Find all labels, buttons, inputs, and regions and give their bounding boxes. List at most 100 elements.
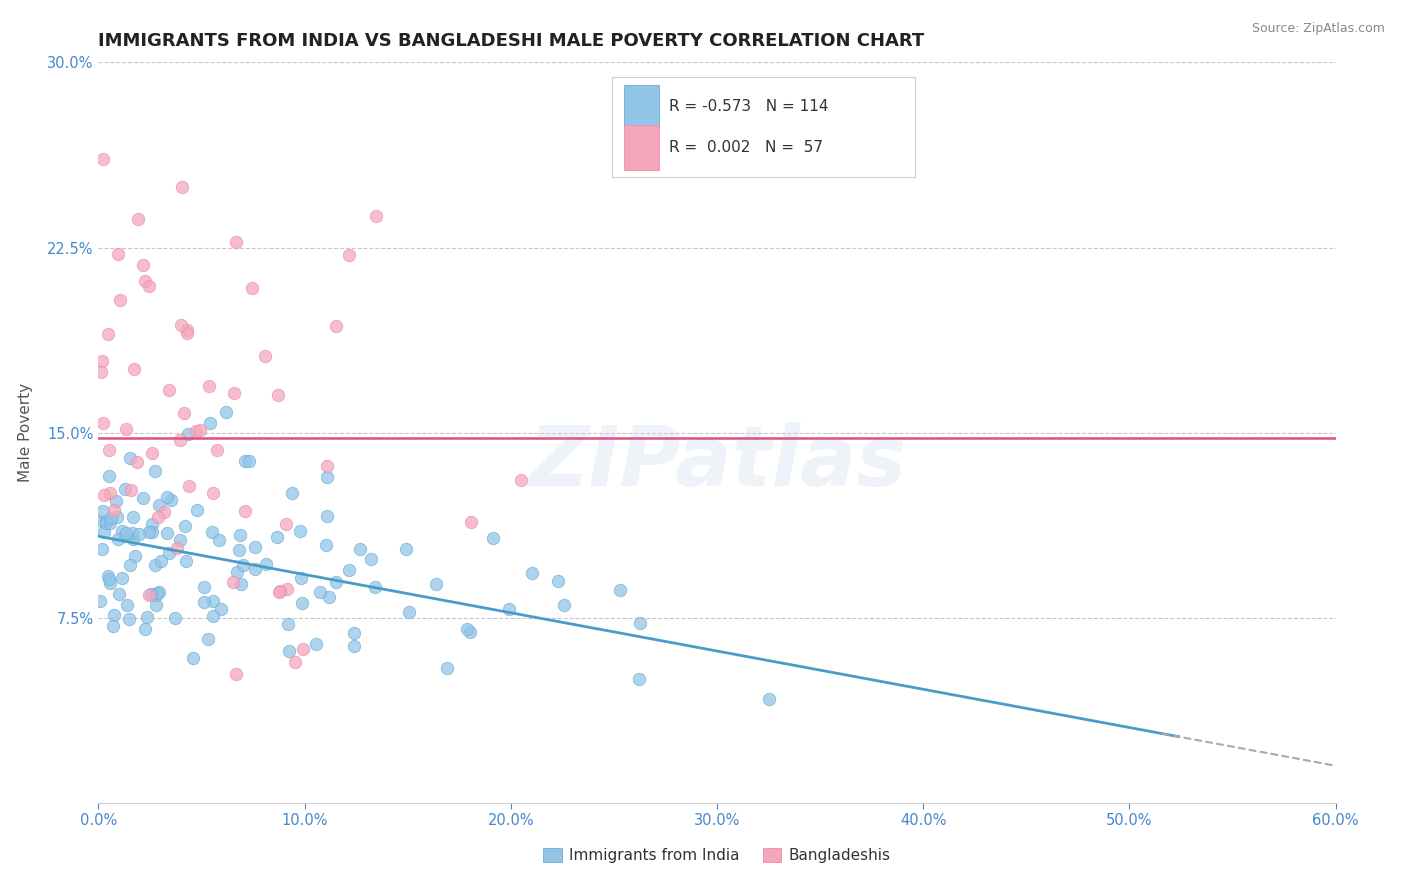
Point [215,405,238,419]
Point [90,514,112,528]
Point [93,488,115,502]
Point [233,454,256,468]
Point [118,450,141,465]
Point [134,622,156,636]
Point [225,235,247,249]
Point [277,617,299,632]
Legend: Immigrants from India, Bangladeshis: Immigrants from India, Bangladeshis [537,842,897,869]
Point [202,594,225,608]
Point [122,361,145,376]
Point [90,365,112,379]
Point [157,546,180,560]
Point [291,596,314,610]
Point [460,515,482,529]
Point [127,212,149,227]
Point [91,542,114,557]
Point [118,558,141,572]
Point [146,586,169,600]
Point [547,574,569,588]
Point [169,433,191,447]
Point [97,326,120,341]
Point [141,587,163,601]
Y-axis label: Male Poverty: Male Poverty [18,383,34,483]
Point [114,482,136,496]
Point [284,656,307,670]
Point [132,491,155,505]
Point [114,525,136,540]
Point [315,538,337,552]
Point [290,571,312,585]
Point [138,588,160,602]
Point [117,598,139,612]
Point [553,598,575,612]
Point [337,248,360,262]
Text: Source: ZipAtlas.com: Source: ZipAtlas.com [1251,22,1385,36]
Point [143,558,166,573]
Point [170,318,193,332]
Point [228,543,250,558]
Point [315,508,337,523]
Point [240,280,263,294]
Point [197,632,219,646]
Point [145,598,167,612]
Point [305,637,328,651]
Point [208,533,231,547]
Point [107,246,129,260]
Point [481,532,503,546]
Point [193,595,215,609]
Point [193,580,215,594]
Point [456,622,478,636]
Point [141,525,163,540]
Point [107,587,129,601]
Point [108,293,131,307]
Point [94,516,117,531]
Point [107,533,129,547]
Point [115,422,138,436]
Text: R =  0.002   N =  57: R = 0.002 N = 57 [669,140,823,155]
Point [143,464,166,478]
Point [173,406,195,420]
Point [222,385,245,400]
Point [318,590,340,604]
Point [159,383,181,397]
Point [181,651,204,665]
Bar [624,126,659,169]
Point [103,608,125,623]
Point [98,485,121,500]
Point [166,541,188,555]
Point [93,524,115,539]
Point [146,509,169,524]
Point [337,563,360,577]
Point [122,533,145,547]
Point [238,454,260,468]
Point [138,278,160,293]
Point [174,554,197,568]
Point [316,470,339,484]
Point [163,610,186,624]
Point [98,576,121,591]
Point [201,524,224,539]
Point [125,454,148,468]
Point [124,549,146,563]
Bar [624,85,659,129]
Point [121,509,143,524]
Point [89,594,111,608]
Point [308,584,330,599]
Point [202,485,225,500]
Point [325,318,347,333]
Point [97,443,120,458]
Point [498,602,520,616]
Point [254,557,277,571]
Point [169,533,191,547]
Text: R = -0.573   N = 114: R = -0.573 N = 114 [669,99,828,114]
Point [148,585,170,599]
Point [290,524,312,538]
Point [107,510,129,524]
Point [97,569,120,583]
Point [141,517,163,532]
Point [156,490,179,504]
Point [91,416,114,430]
Point [177,427,200,442]
Point [627,672,650,686]
Point [276,517,298,532]
